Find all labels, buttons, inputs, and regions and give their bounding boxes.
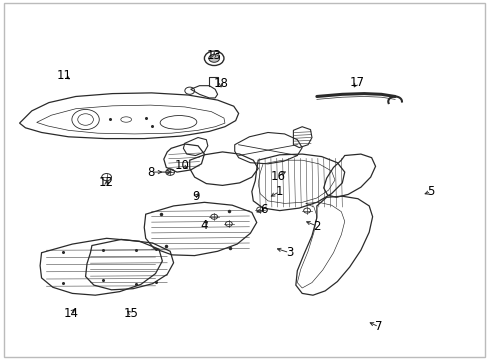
Text: 7: 7: [374, 320, 382, 333]
Text: 18: 18: [213, 77, 228, 90]
Text: 8: 8: [146, 166, 154, 179]
Text: 9: 9: [191, 190, 199, 203]
Text: 15: 15: [123, 307, 138, 320]
Text: 2: 2: [312, 220, 320, 233]
Text: 12: 12: [99, 176, 114, 189]
Text: 1: 1: [275, 185, 283, 198]
Text: 16: 16: [270, 170, 285, 183]
Circle shape: [208, 54, 219, 62]
Text: 11: 11: [57, 69, 72, 82]
Text: 14: 14: [63, 307, 78, 320]
Text: 13: 13: [206, 49, 221, 62]
Text: 5: 5: [427, 185, 434, 198]
Text: 17: 17: [349, 76, 364, 89]
Text: 6: 6: [260, 203, 267, 216]
Text: 3: 3: [285, 246, 293, 259]
Text: 4: 4: [200, 219, 208, 231]
Text: 10: 10: [174, 159, 189, 172]
